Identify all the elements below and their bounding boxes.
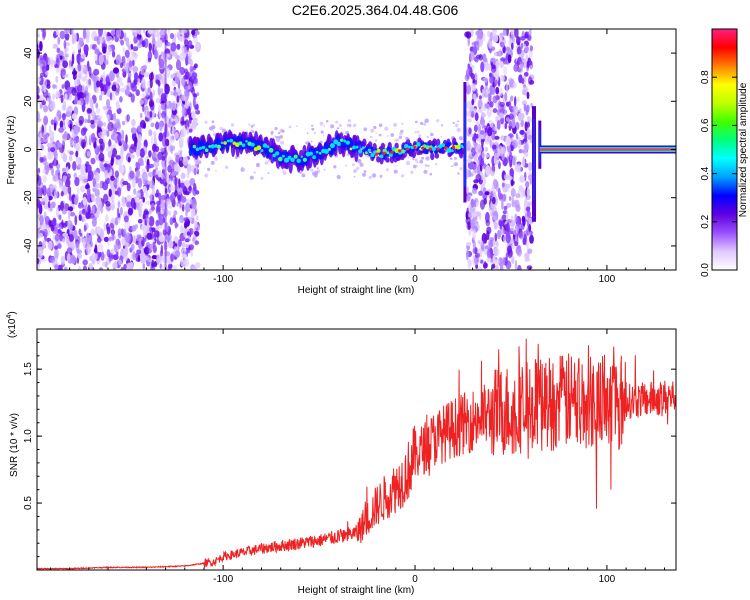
y-tick-label: 40 [23, 47, 34, 59]
snr-xlabel: Height of straight line (km) [298, 585, 415, 596]
snr-multiplier-base: (x10 [7, 318, 18, 338]
signal-track [188, 129, 676, 174]
spectrogram-ylabel: Frequency (Hz) [6, 116, 17, 185]
spectrogram-xlabel: Height of straight line (km) [298, 285, 415, 296]
colorbar-label: Normalized spectral amplitude [738, 82, 749, 217]
snr-panel: -100 0 100 0.5 1.0 1.5 Height of straight lin… [6, 311, 677, 596]
x-tick-label: -100 [213, 574, 233, 585]
svg-text:(x104): (x104) [6, 311, 18, 338]
x-tick-label: 100 [599, 274, 616, 285]
y-tick-label: 0.5 [23, 496, 34, 510]
colorbar-tick-label: 0.6 [700, 118, 711, 132]
x-tick-label: 0 [412, 274, 418, 285]
colorbar-tick-label: 0.4 [700, 166, 711, 180]
spectrogram-panel: -100 0 100 -40 -20 0 20 40 Height of straight l… [6, 28, 677, 296]
carrier-core [539, 148, 676, 151]
colorbar-tick-label: 0.8 [700, 70, 711, 84]
colorbar-gradient [711, 28, 738, 271]
snr-axes: -100 0 100 0.5 1.0 1.5 [23, 329, 676, 585]
spectrogram-axes: -100 0 100 -40 -20 0 20 40 [23, 29, 676, 285]
x-tick-label: 100 [599, 574, 616, 585]
x-tick-label: -100 [213, 274, 233, 285]
y-tick-label: 1.0 [23, 429, 34, 443]
x-tick-label: 0 [412, 574, 418, 585]
y-tick-label: 0 [23, 146, 34, 152]
snr-series-line [37, 338, 676, 570]
y-tick-label: 1.5 [23, 362, 34, 376]
colorbar-tick-label: 0.0 [700, 263, 711, 277]
spectrogram-content [37, 29, 676, 270]
snr-content [37, 338, 676, 570]
y-tick-label: 20 [23, 95, 34, 107]
figure-title: C2E6.2025.364.04.48.G06 [291, 2, 459, 18]
snr-multiplier: (x104) [6, 311, 18, 338]
colorbar-ticks: 0.0 0.2 0.4 0.6 0.8 [700, 70, 737, 277]
snr-multiplier-close: ) [7, 311, 18, 314]
vertical-artifacts [164, 29, 542, 270]
y-tick-label: -20 [23, 190, 34, 205]
snr-ylabel: SNR (10 * v/v) [9, 413, 20, 477]
noise-speckle [37, 29, 535, 270]
snr-multiplier-exp: 4 [6, 315, 13, 319]
y-tick-label: -40 [23, 238, 34, 253]
colorbar: 0.0 0.2 0.4 0.6 0.8 Normalized spectral ampl… [700, 28, 749, 277]
colorbar-tick-label: 0.2 [700, 214, 711, 228]
